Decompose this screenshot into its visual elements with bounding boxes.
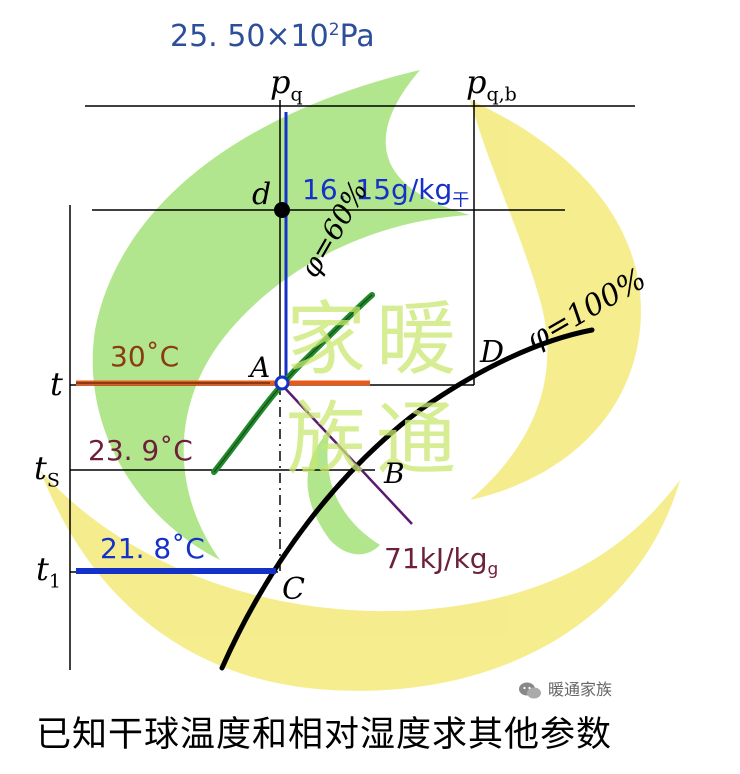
enthalpy-line <box>281 384 413 525</box>
point-d-upper-label: D <box>480 335 505 370</box>
wechat-account-watermark: 暖通家族 <box>518 676 612 701</box>
point-d-label: d <box>252 177 272 212</box>
point-a-label: A <box>250 351 271 384</box>
watermark-char-1: 家 <box>286 293 366 386</box>
pqb-label: pq,b <box>466 63 517 106</box>
logo-yellow-swoosh-bottom <box>40 470 680 691</box>
pressure-unit: Pa <box>339 19 375 54</box>
point-b-label: B <box>384 457 405 490</box>
logo-yellow-swoosh-top <box>470 100 641 500</box>
point-d-marker <box>274 202 290 218</box>
t-value: 30˚C <box>110 340 180 373</box>
pq-label: pq <box>270 63 303 106</box>
point-c-label: C <box>282 572 305 607</box>
ts-symbol: tS <box>34 449 60 492</box>
pressure-main: 25. 50×10 <box>170 19 329 54</box>
moisture-value: 16. 15g/kg干 <box>302 173 470 211</box>
diagram-caption: 已知干球温度和相对湿度求其他参数 <box>36 715 613 755</box>
enthalpy-value: 71kJ/kgg <box>384 542 499 580</box>
wechat-account-name: 暖通家族 <box>548 680 613 699</box>
logo-green-tail <box>307 430 380 555</box>
pressure-value: 25. 50×102Pa <box>170 22 375 52</box>
saturation-curve <box>219 327 595 671</box>
watermark-char-4: 通 <box>376 393 456 486</box>
pressure-exponent: 2 <box>328 20 340 40</box>
logo-green-swoosh <box>92 70 470 560</box>
watermark-char-2: 暖 <box>376 293 456 386</box>
t1-value: 21. 8˚C <box>100 532 205 565</box>
logo-background <box>40 70 680 691</box>
watermark-char-3: 族 <box>286 393 366 486</box>
t-symbol: t <box>50 365 63 403</box>
wechat-icon <box>518 681 542 701</box>
point-a-marker <box>274 375 290 391</box>
t1-symbol: t1 <box>36 550 61 593</box>
ts-value: 23. 9˚C <box>88 434 193 467</box>
phi60-curve-core <box>213 294 373 473</box>
